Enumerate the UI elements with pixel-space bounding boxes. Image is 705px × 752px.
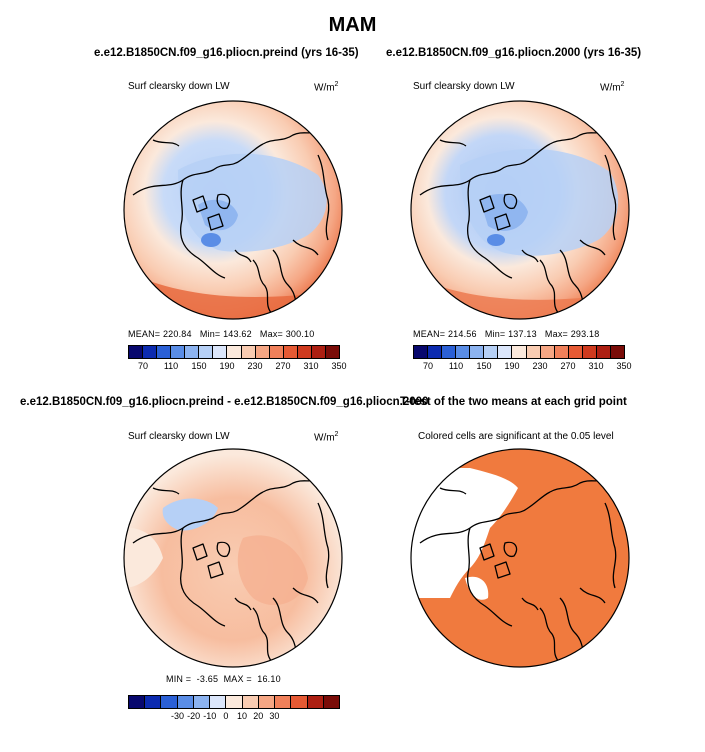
colorbar-swatch	[129, 346, 144, 358]
figure-title: MAM	[328, 14, 377, 36]
colorbar-2	[413, 345, 625, 359]
significance-note: Colored cells are significant at the 0.0…	[418, 431, 614, 442]
units-label-1: W/m2	[314, 81, 339, 94]
colorbar-swatch	[512, 346, 527, 358]
colorbar-swatch	[226, 696, 243, 708]
colorbar-swatch	[554, 346, 569, 358]
colorbar-tick-label: 30	[269, 711, 280, 721]
colorbar-3	[128, 695, 340, 709]
colorbar-swatch	[307, 696, 324, 708]
colorbar-swatch	[129, 696, 146, 708]
colorbar-tick-label: 20	[253, 711, 264, 721]
polar-map-preind	[123, 100, 343, 320]
stats-line-2: MEAN= 214.56 Min= 137.13 Max= 293.18	[413, 329, 600, 339]
colorbar-swatch	[242, 696, 259, 708]
stats-line-1: MEAN= 220.84 Min= 143.62 Max= 300.10	[128, 329, 315, 339]
colorbar-swatch	[161, 696, 178, 708]
units-label-3: W/m2	[314, 431, 339, 444]
polar-map-2000	[410, 100, 630, 320]
colorbar-tick-label: 110	[448, 361, 464, 371]
colorbar-tick-label: 350	[331, 361, 347, 371]
colorbar-tick-label: -20	[187, 711, 201, 721]
colorbar-swatch	[210, 696, 227, 708]
colorbar-tick-label: 190	[504, 361, 520, 371]
colorbar-tick-label: 0	[223, 711, 229, 721]
panel-title-diff: e.e12.B1850CN.f09_g16.pliocn.preind - e.…	[20, 396, 429, 408]
colorbar-swatch	[157, 346, 172, 358]
colorbar-tick-label: -30	[170, 711, 184, 721]
colorbar-tick-label: 150	[191, 361, 207, 371]
colorbar-swatch	[291, 696, 308, 708]
colorbar-swatch	[297, 346, 312, 358]
colorbar-swatch	[311, 346, 326, 358]
colorbar-swatch	[275, 696, 292, 708]
colorbar-swatch	[283, 346, 298, 358]
colorbar-swatch	[269, 346, 284, 358]
stats-line-3: MIN = -3.65 MAX = 16.10	[166, 674, 281, 684]
variable-label-1: Surf clearsky down LW	[128, 81, 230, 92]
panel-title-preind: e.e12.B1850CN.f09_g16.pliocn.preind (yrs…	[94, 47, 359, 59]
colorbar-swatch	[193, 696, 211, 708]
colorbar-tick-label: 70	[422, 361, 434, 371]
colorbar-tick-label: -10	[203, 711, 217, 721]
colorbar-swatch	[610, 346, 624, 358]
colorbar-tick-label: 110	[163, 361, 179, 371]
units-label-2: W/m2	[600, 81, 625, 94]
colorbar-swatch	[414, 346, 429, 358]
colorbar-tick-label: 10	[237, 711, 248, 721]
colorbar-tick-label: 310	[588, 361, 604, 371]
colorbar-swatch	[470, 346, 485, 358]
colorbar-tick-label: 230	[247, 361, 263, 371]
panel-title-ttest: T-test of the two means at each grid poi…	[400, 396, 627, 408]
colorbar-1	[128, 345, 340, 359]
colorbar-swatch	[484, 346, 499, 358]
colorbar-swatch	[568, 346, 583, 358]
colorbar-swatch	[540, 346, 555, 358]
colorbar-swatch	[145, 696, 162, 708]
colorbar-swatch	[213, 346, 228, 358]
colorbar-swatch	[325, 346, 339, 358]
colorbar-swatch	[582, 346, 597, 358]
colorbar-swatch	[596, 346, 611, 358]
colorbar-swatch	[255, 346, 270, 358]
variable-label-3: Surf clearsky down LW	[128, 431, 230, 442]
colorbar-swatch	[143, 346, 158, 358]
colorbar-swatch	[526, 346, 541, 358]
colorbar-swatch	[258, 696, 276, 708]
colorbar-tick-label: 190	[219, 361, 235, 371]
colorbar-swatch	[227, 346, 242, 358]
colorbar-tick-label: 270	[560, 361, 576, 371]
colorbar-tick-label: 270	[275, 361, 291, 371]
colorbar-tick-label: 230	[532, 361, 548, 371]
polar-map-difference	[123, 448, 343, 668]
colorbar-swatch	[456, 346, 471, 358]
colorbar-swatch	[498, 346, 513, 358]
colorbar-swatch	[177, 696, 194, 708]
colorbar-swatch	[428, 346, 443, 358]
colorbar-swatch	[171, 346, 186, 358]
colorbar-swatch	[323, 696, 340, 708]
colorbar-tick-label: 70	[137, 361, 149, 371]
colorbar-tick-label: 310	[303, 361, 319, 371]
panel-title-2000: e.e12.B1850CN.f09_g16.pliocn.2000 (yrs 1…	[386, 47, 642, 59]
colorbar-swatch	[185, 346, 200, 358]
variable-label-2: Surf clearsky down LW	[413, 81, 515, 92]
colorbar-swatch	[241, 346, 256, 358]
colorbar-swatch	[442, 346, 457, 358]
colorbar-tick-label: 150	[476, 361, 492, 371]
polar-map-ttest	[410, 448, 630, 668]
colorbar-tick-label: 350	[616, 361, 632, 371]
colorbar-swatch	[199, 346, 214, 358]
